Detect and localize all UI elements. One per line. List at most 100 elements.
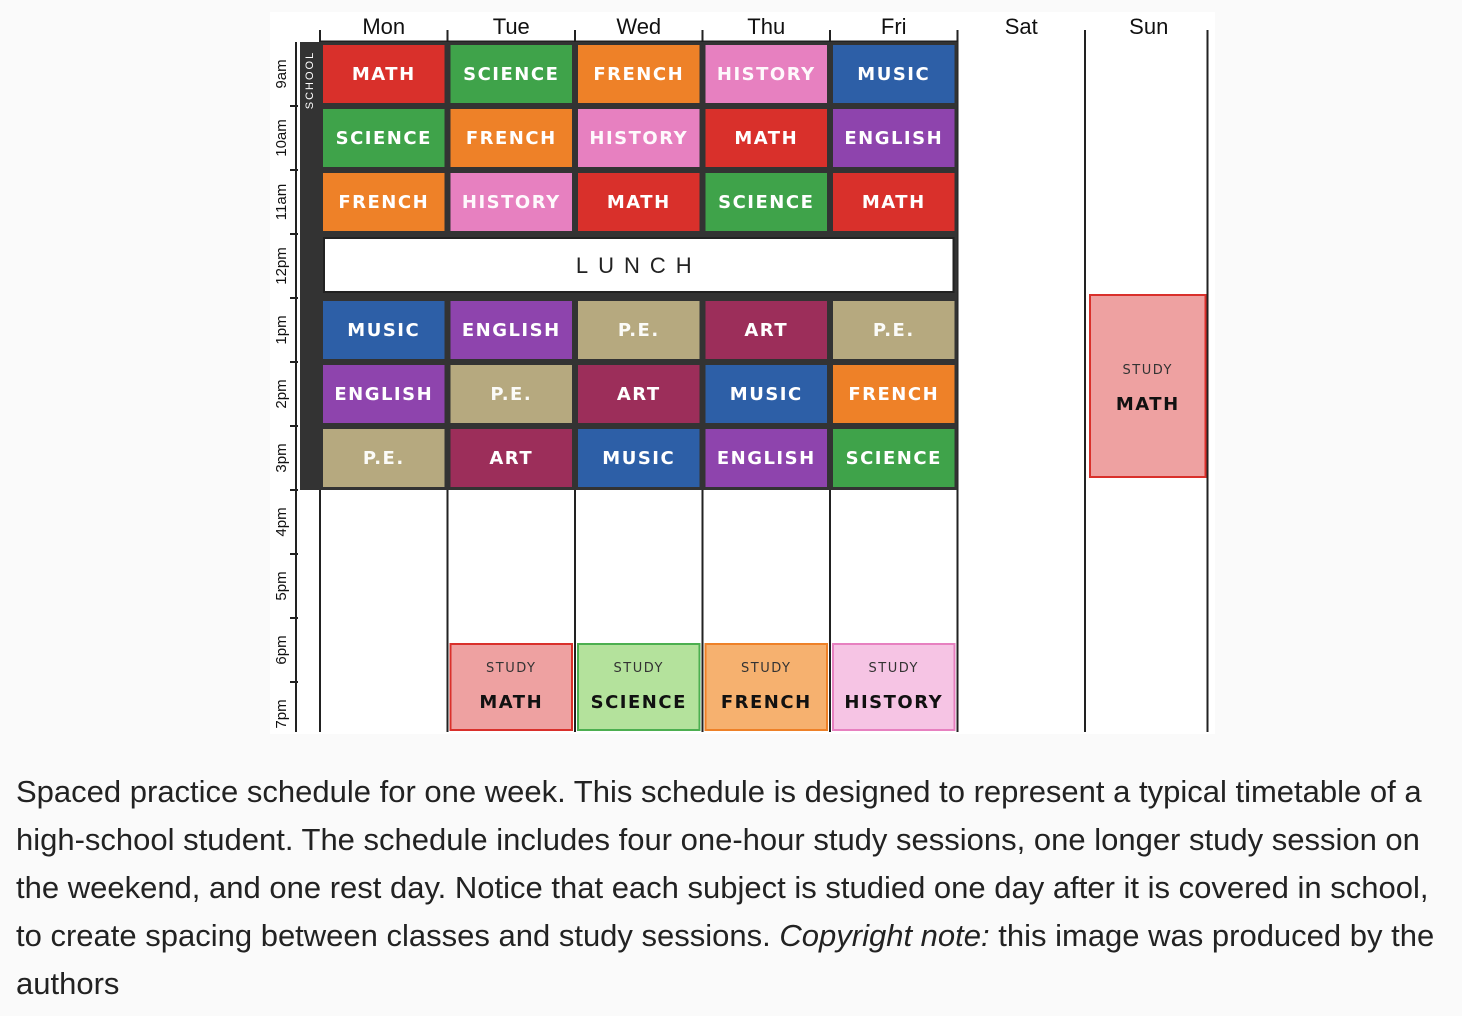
class-label-fri-1: ENGLISH (844, 128, 943, 149)
class-label-wed-1: HISTORY (589, 128, 688, 149)
hour-label-7pm: 7pm (273, 699, 290, 728)
hour-label-6pm: 6pm (273, 635, 290, 664)
caption-note-text: this image was produced by the authors (16, 918, 1435, 1001)
study-subject-thu: FRENCH (721, 692, 812, 713)
class-cell-tue-4 (450, 365, 572, 423)
class-label-fri-4: FRENCH (848, 384, 939, 405)
hour-label-10am: 10am (273, 119, 290, 157)
class-cell-fri-2 (833, 173, 955, 231)
class-label-wed-0: FRENCH (593, 64, 684, 85)
hour-label-11am: 11am (273, 184, 290, 220)
class-label-mon-5: P.E. (363, 448, 405, 469)
class-label-thu-4: MUSIC (730, 384, 803, 405)
study-session-tue (449, 643, 573, 731)
class-cell-thu-5 (705, 429, 827, 487)
study-session-thu (704, 643, 828, 731)
day-header-sun: Sun (1129, 14, 1168, 39)
class-label-thu-0: HISTORY (717, 64, 816, 85)
day-header-wed: Wed (616, 14, 661, 39)
class-label-thu-1: MATH (734, 128, 798, 149)
hour-label-9am: 9am (273, 59, 290, 88)
day-header-mon: Mon (362, 14, 405, 39)
class-cell-fri-0 (833, 45, 955, 103)
day-header-fri: Fri (881, 14, 907, 39)
class-label-mon-0: MATH (352, 64, 416, 85)
class-cell-mon-3 (323, 301, 445, 359)
class-cell-wed-3 (578, 301, 700, 359)
study-session-sun (1089, 294, 1207, 478)
hour-label-2pm: 2pm (273, 379, 290, 408)
hour-label-3pm: 3pm (273, 443, 290, 472)
class-cell-fri-3 (833, 301, 955, 359)
class-cell-thu-4 (705, 365, 827, 423)
class-cell-thu-2 (705, 173, 827, 231)
figure-caption: Spaced practice schedule for one week. T… (16, 768, 1446, 1008)
class-cell-wed-2 (578, 173, 700, 231)
class-label-mon-1: SCIENCE (336, 128, 432, 149)
class-label-tue-4: P.E. (490, 384, 532, 405)
class-cell-fri-5 (833, 429, 955, 487)
lunch-label: LUNCH (576, 253, 702, 278)
study-subject-sun: MATH (1116, 394, 1180, 415)
schedule-grid: Mon Tue Wed Thu Fri Sat Sun 9am 10am 11am 12pm 1pm 2… (273, 14, 1209, 732)
class-label-tue-0: SCIENCE (463, 64, 559, 85)
class-label-tue-3: ENGLISH (462, 320, 561, 341)
schedule-figure: Mon Tue Wed Thu Fri Sat Sun 9am 10am 11am 12pm 1pm 2… (270, 12, 1215, 734)
class-cell-mon-0 (323, 45, 445, 103)
study-prefix-tue: STUDY (486, 661, 536, 676)
day-header-sat: Sat (1005, 14, 1038, 39)
class-cell-wed-1 (578, 109, 700, 167)
class-label-fri-5: SCIENCE (846, 448, 942, 469)
study-subject-fri: HISTORY (844, 692, 943, 713)
class-label-wed-2: MATH (607, 192, 671, 213)
class-cell-thu-0 (705, 45, 827, 103)
class-label-mon-3: MUSIC (347, 320, 420, 341)
class-label-thu-2: SCIENCE (718, 192, 814, 213)
class-label-tue-2: HISTORY (462, 192, 561, 213)
class-label-wed-3: P.E. (618, 320, 660, 341)
hour-label-5pm: 5pm (273, 571, 290, 600)
class-label-mon-4: ENGLISH (334, 384, 433, 405)
study-prefix-wed: STUDY (614, 661, 664, 676)
class-cell-tue-0 (450, 45, 572, 103)
class-label-wed-4: ART (617, 384, 661, 405)
lunch-bar (323, 237, 955, 293)
class-cell-tue-5 (450, 429, 572, 487)
hour-label-12pm: 12pm (273, 247, 290, 285)
class-cell-wed-5 (578, 429, 700, 487)
study-subject-wed: SCIENCE (591, 692, 687, 713)
class-label-thu-5: ENGLISH (717, 448, 816, 469)
class-cell-mon-2 (323, 173, 445, 231)
study-session-wed (577, 643, 701, 731)
class-cell-fri-1 (833, 109, 955, 167)
hour-label-4pm: 4pm (273, 507, 290, 536)
class-cell-mon-1 (323, 109, 445, 167)
day-header-tue: Tue (493, 14, 530, 39)
study-session-fri (832, 643, 956, 731)
class-cell-wed-0 (578, 45, 700, 103)
class-cell-tue-2 (450, 173, 572, 231)
class-label-wed-5: MUSIC (602, 448, 675, 469)
caption-main: Spaced practice schedule for one week. T… (16, 774, 1429, 953)
class-cell-tue-1 (450, 109, 572, 167)
class-cell-tue-3 (450, 301, 572, 359)
study-prefix-fri: STUDY (869, 661, 919, 676)
class-label-tue-5: ART (489, 448, 533, 469)
class-label-fri-2: MATH (862, 192, 926, 213)
class-label-fri-3: P.E. (873, 320, 915, 341)
hour-label-1pm: 1pm (273, 315, 290, 344)
class-cell-wed-4 (578, 365, 700, 423)
school-label: SCHOOL (304, 51, 316, 109)
day-header-thu: Thu (747, 14, 785, 39)
study-prefix-sun: STUDY (1123, 363, 1173, 378)
caption-note-label: Copyright note: (779, 918, 990, 953)
class-cell-thu-1 (705, 109, 827, 167)
class-label-thu-3: ART (744, 320, 788, 341)
study-subject-tue: MATH (479, 692, 543, 713)
class-label-mon-2: FRENCH (338, 192, 429, 213)
class-cell-mon-4 (323, 365, 445, 423)
class-cell-thu-3 (705, 301, 827, 359)
class-cell-mon-5 (323, 429, 445, 487)
study-prefix-thu: STUDY (741, 661, 791, 676)
class-label-tue-1: FRENCH (466, 128, 557, 149)
